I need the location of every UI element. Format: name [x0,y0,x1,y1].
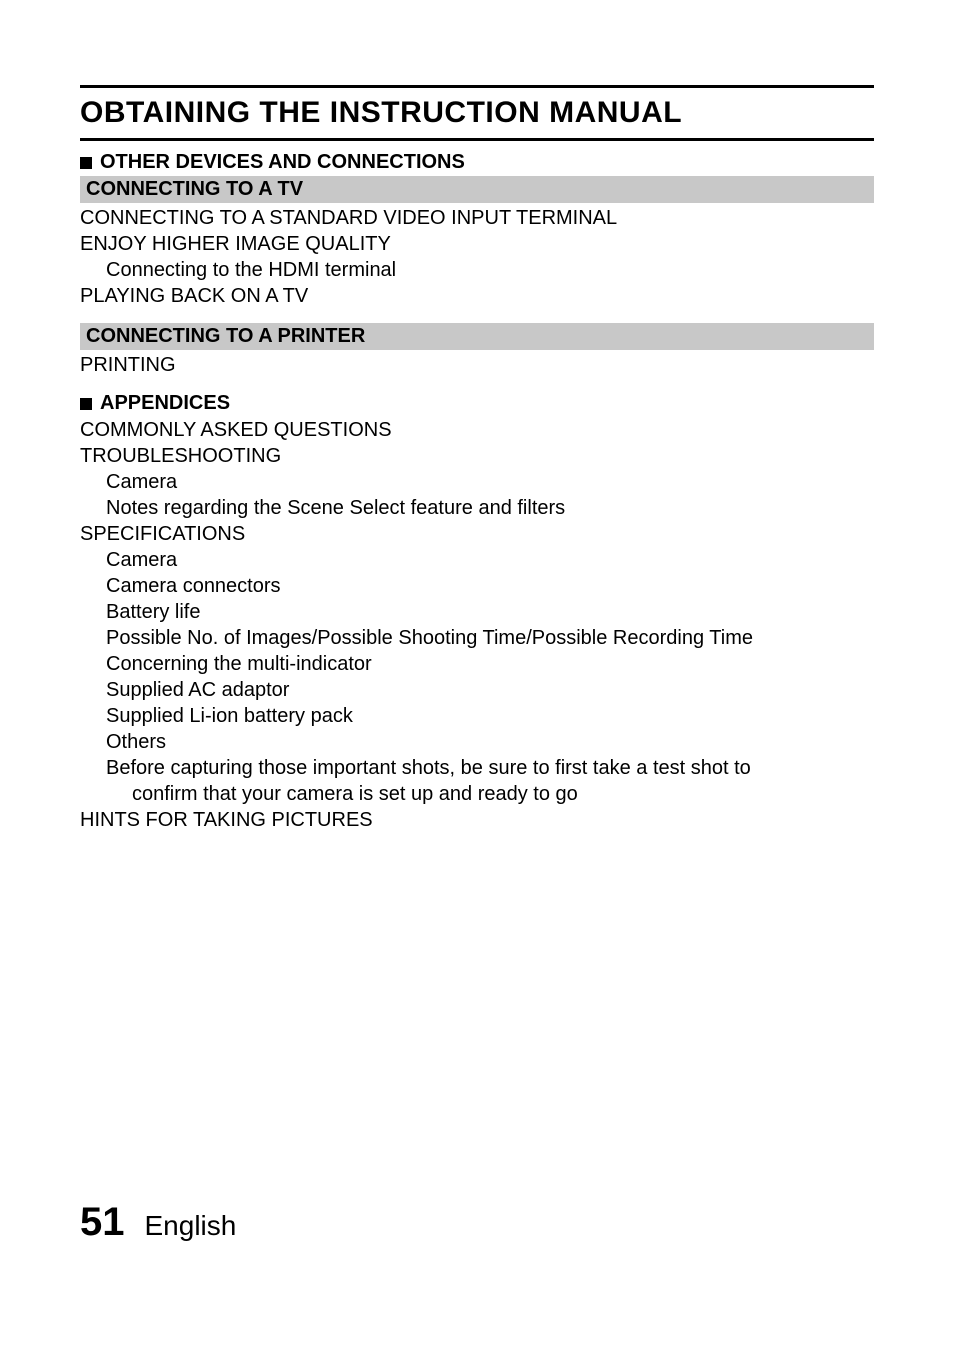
toc-item: Notes regarding the Scene Select feature… [80,495,874,521]
toc-item: ENJOY HIGHER IMAGE QUALITY [80,231,874,257]
toc-item: Concerning the multi-indicator [80,651,874,677]
toc-item: PLAYING BACK ON A TV [80,283,874,309]
toc-item: Camera [80,469,874,495]
page-footer: 51 English [80,1200,236,1245]
language-label: English [145,1210,237,1242]
toc-item: Before capturing those important shots, … [80,755,874,781]
toc-item: Connecting to the HDMI terminal [80,257,874,283]
toc-item: Others [80,729,874,755]
section-header-appendices: APPENDICES [80,392,874,415]
bottom-horizontal-rule [80,138,874,141]
section-title: APPENDICES [100,392,230,415]
toc-item: Battery life [80,599,874,625]
toc-item: Camera connectors [80,573,874,599]
page-title: OBTAINING THE INSTRUCTION MANUAL [80,96,874,130]
toc-item: PRINTING [80,352,874,378]
subsection-heading-tv: CONNECTING TO A TV [80,176,874,203]
square-bullet-icon [80,157,92,169]
section-title: OTHER DEVICES AND CONNECTIONS [100,151,465,174]
section-header-other-devices: OTHER DEVICES AND CONNECTIONS [80,151,874,174]
toc-item: Supplied AC adaptor [80,677,874,703]
toc-item: SPECIFICATIONS [80,521,874,547]
toc-item: Supplied Li-ion battery pack [80,703,874,729]
toc-item: COMMONLY ASKED QUESTIONS [80,417,874,443]
top-horizontal-rule [80,85,874,88]
toc-item: Possible No. of Images/Possible Shooting… [80,625,874,651]
toc-item: CONNECTING TO A STANDARD VIDEO INPUT TER… [80,205,874,231]
toc-item: HINTS FOR TAKING PICTURES [80,807,874,833]
toc-item: confirm that your camera is set up and r… [80,781,874,807]
square-bullet-icon [80,398,92,410]
toc-item: TROUBLESHOOTING [80,443,874,469]
page-body: OBTAINING THE INSTRUCTION MANUAL OTHER D… [0,0,954,833]
subsection-heading-printer: CONNECTING TO A PRINTER [80,323,874,350]
page-number: 51 [80,1200,125,1245]
toc-item: Camera [80,547,874,573]
